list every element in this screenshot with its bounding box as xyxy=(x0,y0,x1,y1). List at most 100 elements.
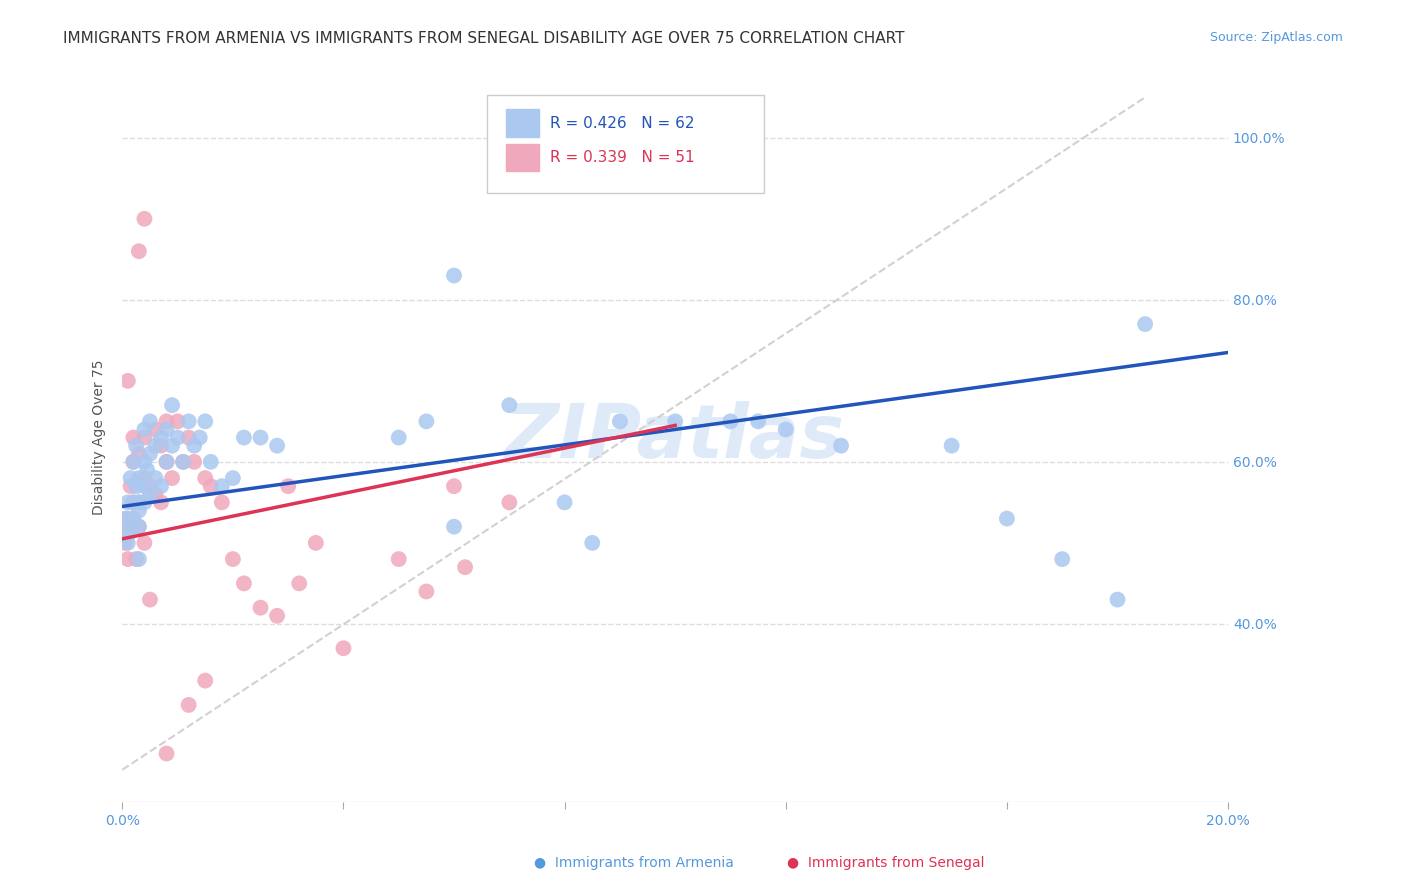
Point xyxy=(125,479,148,493)
Text: ●  Immigrants from Armenia: ● Immigrants from Armenia xyxy=(534,855,734,870)
Point xyxy=(211,479,233,493)
Point xyxy=(194,471,217,485)
Point xyxy=(249,431,271,445)
Point xyxy=(183,439,205,453)
Point xyxy=(554,495,576,509)
Point xyxy=(139,479,162,493)
Point xyxy=(166,414,188,428)
Point xyxy=(128,447,150,461)
Point xyxy=(332,641,354,656)
Point xyxy=(139,487,162,501)
Point xyxy=(122,455,145,469)
Point xyxy=(1050,552,1073,566)
Point xyxy=(194,673,217,688)
Point xyxy=(120,471,142,485)
Point xyxy=(172,455,194,469)
Y-axis label: Disability Age Over 75: Disability Age Over 75 xyxy=(93,359,107,516)
Point xyxy=(150,431,173,445)
Point xyxy=(166,431,188,445)
Point xyxy=(775,422,797,436)
Point xyxy=(117,495,139,509)
Point xyxy=(177,414,200,428)
Point xyxy=(200,455,222,469)
Point xyxy=(128,471,150,485)
Point xyxy=(128,519,150,533)
Point xyxy=(134,495,156,509)
Point xyxy=(122,455,145,469)
Point xyxy=(183,455,205,469)
Point xyxy=(112,519,135,533)
Point xyxy=(288,576,311,591)
Point xyxy=(249,600,271,615)
FancyBboxPatch shape xyxy=(506,144,538,171)
Point xyxy=(120,479,142,493)
Point xyxy=(155,414,177,428)
Point xyxy=(134,455,156,469)
Point xyxy=(120,519,142,533)
Point xyxy=(134,479,156,493)
Point xyxy=(117,552,139,566)
Point xyxy=(388,552,411,566)
Point xyxy=(941,439,963,453)
Text: ●  Immigrants from Senegal: ● Immigrants from Senegal xyxy=(787,855,984,870)
Point xyxy=(160,439,183,453)
Point xyxy=(134,211,156,226)
Point xyxy=(232,576,254,591)
Point xyxy=(498,495,520,509)
Point xyxy=(177,698,200,712)
Point xyxy=(136,463,159,477)
Point xyxy=(388,431,411,445)
Point xyxy=(128,552,150,566)
Point xyxy=(443,519,465,533)
Point xyxy=(177,431,200,445)
Point xyxy=(128,495,150,509)
Point xyxy=(122,495,145,509)
Point xyxy=(160,398,183,412)
Point xyxy=(145,487,167,501)
Point xyxy=(222,552,245,566)
Point xyxy=(747,414,769,428)
Point xyxy=(128,519,150,533)
Point xyxy=(720,414,742,428)
Text: IMMIGRANTS FROM ARMENIA VS IMMIGRANTS FROM SENEGAL DISABILITY AGE OVER 75 CORREL: IMMIGRANTS FROM ARMENIA VS IMMIGRANTS FR… xyxy=(63,31,905,46)
FancyBboxPatch shape xyxy=(488,95,763,194)
Point xyxy=(150,439,173,453)
Point xyxy=(498,398,520,412)
Point xyxy=(139,447,162,461)
Point xyxy=(139,592,162,607)
Point xyxy=(415,414,437,428)
Point xyxy=(125,552,148,566)
Point xyxy=(266,439,288,453)
Point xyxy=(160,471,183,485)
Point xyxy=(172,455,194,469)
Point xyxy=(120,519,142,533)
Text: R = 0.339   N = 51: R = 0.339 N = 51 xyxy=(550,150,695,165)
Point xyxy=(830,439,852,453)
Point xyxy=(155,747,177,761)
FancyBboxPatch shape xyxy=(506,110,538,137)
Point xyxy=(277,479,299,493)
Point xyxy=(232,431,254,445)
Point xyxy=(194,414,217,428)
Point xyxy=(443,479,465,493)
Point xyxy=(188,431,211,445)
Point xyxy=(122,431,145,445)
Text: ZIPatlas: ZIPatlas xyxy=(505,401,845,474)
Point xyxy=(117,536,139,550)
Point xyxy=(134,471,156,485)
Point xyxy=(454,560,477,574)
Point xyxy=(128,244,150,259)
Point xyxy=(664,414,686,428)
Point xyxy=(222,471,245,485)
Point xyxy=(609,414,631,428)
Text: R = 0.426   N = 62: R = 0.426 N = 62 xyxy=(550,116,695,131)
Point xyxy=(122,495,145,509)
Point xyxy=(211,495,233,509)
Point xyxy=(155,455,177,469)
Point xyxy=(134,422,156,436)
Point xyxy=(134,431,156,445)
Point xyxy=(1133,317,1156,331)
Point xyxy=(117,374,139,388)
Point xyxy=(155,422,177,436)
Point xyxy=(114,511,136,525)
